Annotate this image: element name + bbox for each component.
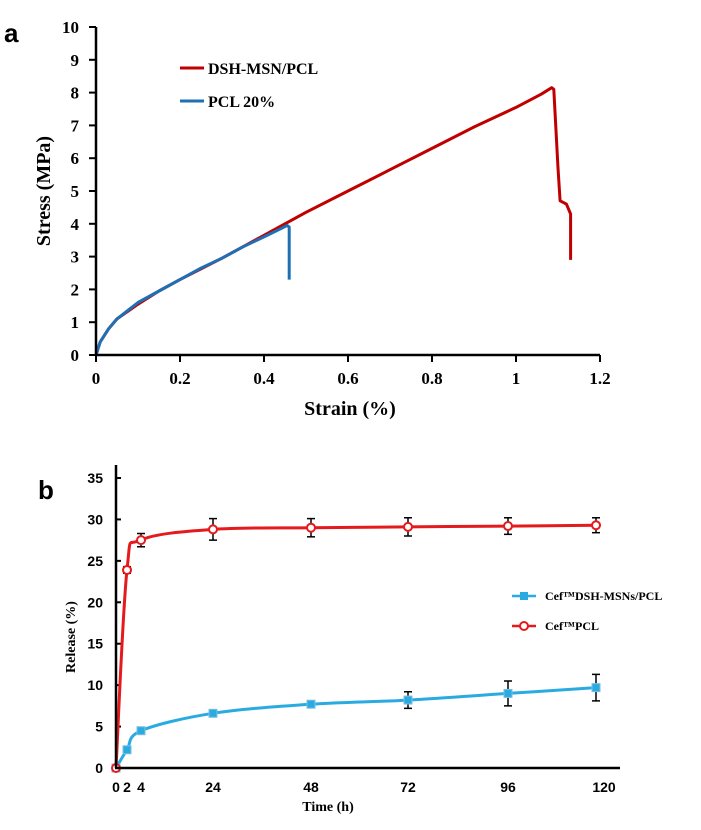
- a-series-line-pcl-20: [94, 223, 291, 356]
- a-y-tick-label: 3: [71, 248, 80, 267]
- b-point-dsh-msns-pcl: [122, 745, 132, 755]
- b-point-dsh-msns-pcl: [306, 699, 316, 709]
- b-point-dsh-msns-pcl: [503, 688, 513, 698]
- b-point-pcl: [122, 564, 132, 575]
- b-legend-label-dsh: Cef™DSH-MSNs/PCL: [545, 589, 662, 603]
- b-point-pcl: [591, 520, 601, 531]
- b-legend: Cef™DSH-MSNs/PCL Cef™PCL: [512, 589, 662, 633]
- a-legend-label-dsh: DSH-MSN/PCL: [208, 61, 318, 78]
- b-point-pcl: [306, 522, 316, 533]
- b-x-tick-label: 72: [400, 779, 416, 795]
- b-point-dsh-msns-pcl: [208, 708, 218, 718]
- b-y-axis-title: Release (%): [64, 601, 79, 673]
- a-x-tick-label: 0.4: [253, 369, 275, 388]
- b-y-tick-label: 35: [87, 470, 103, 486]
- a-x-tick-label: 0.8: [421, 369, 442, 388]
- b-y-tick-label: 10: [87, 677, 103, 693]
- b-point-pcl: [403, 521, 413, 532]
- b-x-tick-label: 24: [205, 779, 221, 795]
- panel-b-label: b: [38, 475, 54, 505]
- b-y-tick-label: 25: [87, 553, 103, 569]
- a-x-tick-label: 0: [92, 369, 101, 388]
- b-legend-marker-dsh: [520, 592, 528, 600]
- a-y-tick-label: 10: [62, 18, 79, 37]
- b-point-dsh-msns-pcl: [136, 726, 146, 736]
- a-x-tick-label: 0.6: [337, 369, 358, 388]
- b-point-dsh-msns-pcl: [403, 695, 413, 705]
- b-point-pcl: [503, 521, 513, 532]
- a-y-tick-label: 8: [71, 84, 80, 103]
- b-x-tick-label: 96: [500, 779, 516, 795]
- b-y-tick-label: 5: [95, 719, 103, 735]
- b-point-dsh-msns-pcl: [591, 683, 601, 693]
- b-y-tick-label: 0: [95, 760, 103, 776]
- a-y-tick-label: 4: [71, 215, 80, 234]
- a-series-line-dsh-msn-pcl: [94, 86, 573, 356]
- a-x-tick-label: 1.2: [589, 369, 610, 388]
- b-legend-marker-pcl: [519, 621, 529, 631]
- b-point-pcl: [208, 524, 218, 535]
- a-y-axis-title: Stress (MPa): [33, 136, 55, 246]
- b-x-tick-label: 48: [303, 779, 319, 795]
- panel-a-label: a: [4, 18, 19, 48]
- b-series-line-dsh-msns-pcl: [114, 686, 597, 769]
- b-x-axis-title: Time (h): [302, 800, 354, 815]
- b-x-tick-label: 4: [137, 779, 145, 795]
- b-point-pcl: [136, 535, 146, 546]
- b-y-tick-label: 20: [87, 594, 103, 610]
- a-legend: DSH-MSN/PCL PCL 20%: [180, 61, 318, 111]
- b-x-tick-label: 0: [112, 779, 120, 795]
- b-x-tick-label: 120: [592, 779, 616, 795]
- a-y-tick-label: 1: [71, 313, 80, 332]
- b-series-line-pcl: [114, 523, 597, 769]
- a-y-tick-label: 6: [71, 149, 80, 168]
- b-x-tick-label: 2: [123, 779, 131, 795]
- a-x-axis-title: Strain (%): [304, 398, 396, 420]
- a-y-tick-label: 2: [71, 280, 80, 299]
- a-y-tick-label: 5: [71, 182, 80, 201]
- b-y-tick-label: 15: [87, 636, 103, 652]
- a-y-tick-label: 7: [71, 116, 80, 135]
- a-y-tick-label: 0: [71, 346, 80, 365]
- b-y-tick-label: 30: [87, 511, 103, 527]
- a-y-tick-label: 9: [71, 51, 80, 70]
- b-legend-label-pcl: Cef™PCL: [545, 619, 599, 633]
- a-x-tick-label: 1: [512, 369, 521, 388]
- a-legend-label-pcl: PCL 20%: [208, 94, 275, 111]
- panel-a-stress-strain-chart: a 0 1 2 3 4 5 6 7 8 9 10 0 0.2 0.4 0.6 0.8 1 1.2 Strain (…: [4, 18, 611, 420]
- a-x-tick-label: 0.2: [169, 369, 190, 388]
